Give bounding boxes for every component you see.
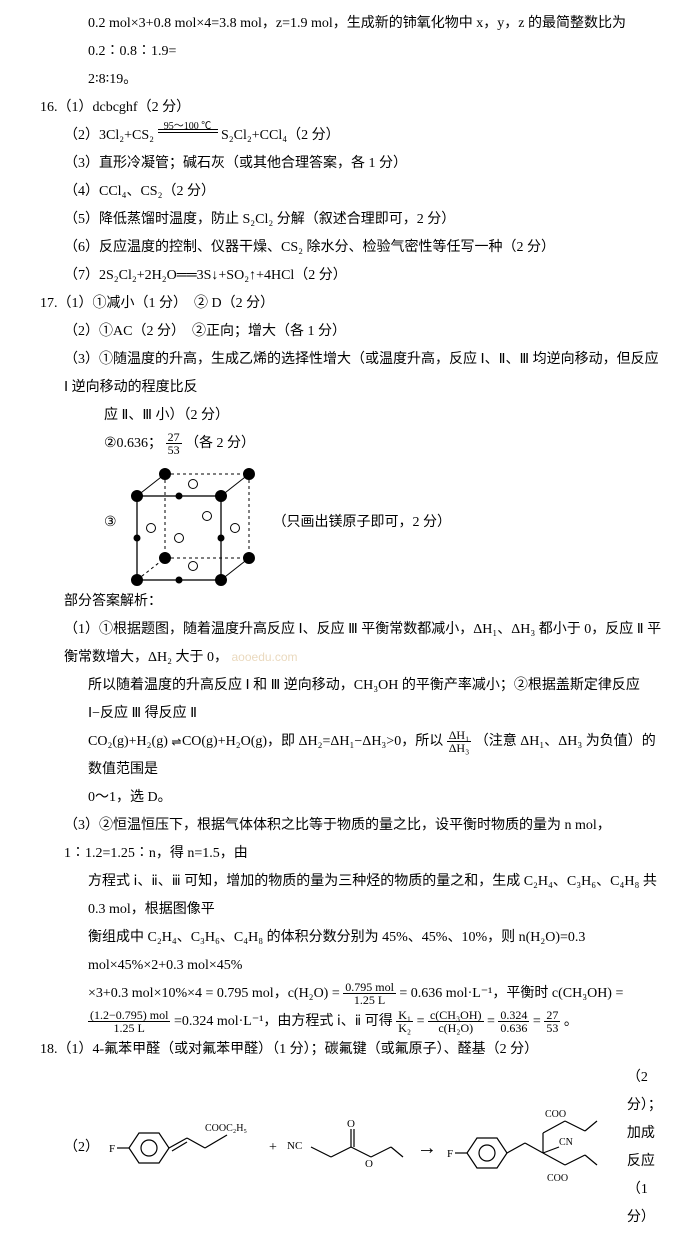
analysis-heading: 部分答案解析： xyxy=(40,588,664,616)
atom-label-O: O xyxy=(365,1158,373,1170)
q16-6: （6）反应温度的控制、仪器干燥、CS₂ 除水分、检验气密性等任写一种（2 分） xyxy=(40,234,664,262)
atom-label-COO: COO xyxy=(547,1173,568,1184)
text-run: = 0.636 mol·L⁻¹，平衡时 c(CH₃OH) = xyxy=(399,986,623,1001)
fraction: K₁ K₂ xyxy=(396,1009,413,1034)
q17-2: （2）①AC（2 分） ②正向；增大（各 1 分） xyxy=(40,318,664,346)
molecule-3: F CN COO COO xyxy=(447,1103,617,1193)
fraction: 27 53 xyxy=(544,1009,560,1034)
q17-3b: ②0.636； 27 53 （各 2 分） xyxy=(40,430,664,458)
atom-label-NC: NC xyxy=(287,1140,302,1152)
text-line: 0.2 mol×3+0.8 mol×4=3.8 mol，z=1.9 mol，生成… xyxy=(40,10,664,66)
text-run: CO(g)+H₂O(g)，即 ΔH₂=ΔH₁−ΔH₃>0，所以 xyxy=(182,734,443,749)
rxn-note: （2 分）；加成反应（1 分） xyxy=(627,1064,664,1232)
q18-1: 18.（1）4-氟苯甲醛（或对氟苯甲醛）（1 分）；碳氟键（或氟原子）、醛基（2… xyxy=(40,1036,664,1064)
q18-2: （2） F COOC₂H₅ + xyxy=(40,1064,664,1232)
fraction: 0.795 mol 1.25 L xyxy=(343,981,396,1006)
an-1d: 0～1，选 D。 xyxy=(40,784,664,812)
text-run: CO₂(g)+H₂(g) xyxy=(88,734,168,749)
denominator: 53 xyxy=(544,1022,560,1034)
an-3a: （3）②恒温恒压下，根据气体体积之比等于物质的量之比，设平衡时物质的量为 n m… xyxy=(40,812,664,868)
an-1a: （1）①根据题图，随着温度升高反应 Ⅰ、反应 Ⅲ 平衡常数都减小，ΔH₁、ΔH₃… xyxy=(40,616,664,672)
label-3: ③ xyxy=(104,509,117,537)
cube-note: （只画出镁原子即可，2 分） xyxy=(273,509,452,537)
numerator: 27 xyxy=(544,1009,560,1022)
denominator: 0.636 xyxy=(498,1022,529,1034)
reaction-condition: 95～100 ℃ xyxy=(158,127,218,144)
plus-sign: + xyxy=(269,1134,277,1162)
an-3c: 衡组成中 C₂H₄、C₃H₆、C₄H₈ 的体积分数分别为 45%、45%、10%… xyxy=(40,924,664,980)
molecule-1: F COOC₂H₅ xyxy=(109,1113,259,1183)
text-run: （各 2 分） xyxy=(185,436,255,451)
fraction: (1.2−0.795) mol 1.25 L xyxy=(88,1009,170,1034)
text-run: （2）3Cl₂+CS₂ xyxy=(64,128,154,143)
condition-text: 95～100 ℃ xyxy=(158,117,218,137)
page: 0.2 mol×3+0.8 mol×4=3.8 mol，z=1.9 mol，生成… xyxy=(0,0,692,1252)
denominator: K₂ xyxy=(396,1022,413,1034)
fraction: 0.324 0.636 xyxy=(498,1009,529,1034)
q16-5: （5）降低蒸馏时温度，防止 S₂Cl₂ 分解（叙述合理即可，2 分） xyxy=(40,206,664,234)
an-1b: 所以随着温度的升高反应 Ⅰ 和 Ⅲ 逆向移动，CH₃OH 的平衡产率减小；②根据… xyxy=(40,672,664,728)
denominator: ΔH₃ xyxy=(447,742,472,754)
denominator: 1.25 L xyxy=(343,994,396,1006)
an-3e: (1.2−0.795) mol 1.25 L =0.324 mol·L⁻¹，由方… xyxy=(40,1008,664,1036)
cube-diagram xyxy=(125,458,265,588)
q16-7: （7）2S₂Cl₂+2H₂O══3S↓+SO₂↑+4HCl（2 分） xyxy=(40,262,664,290)
q17-3a2: 应 Ⅱ、Ⅲ 小）（2 分） xyxy=(40,402,664,430)
q16-1: 16.（1）dcbcghf（2 分） xyxy=(40,94,664,122)
label-2: （2） xyxy=(64,1134,99,1162)
watermark: aooedu.com xyxy=(232,650,298,664)
text-run: S₂Cl₂+CCl₄（2 分） xyxy=(221,128,340,143)
numerator: c(CH₃OH) xyxy=(428,1009,484,1022)
an-3d: ×3+0.3 mol×10%×4 = 0.795 mol，c(H₂O) = 0.… xyxy=(40,980,664,1008)
denominator: c(H₂O) xyxy=(428,1022,484,1034)
q16-3: （3）直形冷凝管；碱石灰（或其他合理答案，各 1 分） xyxy=(40,150,664,178)
text-run: ×3+0.3 mol×10%×4 = 0.795 mol，c(H₂O) = xyxy=(88,986,343,1001)
denominator: 53 xyxy=(166,444,182,456)
text-run: = xyxy=(417,1014,425,1029)
numerator: (1.2−0.795) mol xyxy=(88,1009,170,1022)
molecule-2: NC O O xyxy=(287,1113,407,1183)
an-3b: 方程式 ⅰ、ⅱ、ⅲ 可知，增加的物质的量为三种烃的物质的量之和，生成 C₂H₄、… xyxy=(40,868,664,924)
denominator: 1.25 L xyxy=(88,1022,170,1034)
equilibrium-arrow: ⇌ xyxy=(171,730,178,754)
text-run: =0.324 mol·L⁻¹，由方程式 ⅰ、ⅱ 可得 xyxy=(174,1014,393,1029)
text-run: = xyxy=(533,1014,541,1029)
q16-2: （2）3Cl₂+CS₂ 95～100 ℃ S₂Cl₂+CCl₄（2 分） xyxy=(40,122,664,150)
q17-3a: （3）①随温度的升高，生成乙烯的选择性增大（或温度升高，反应 Ⅰ、Ⅱ、Ⅲ 均逆向… xyxy=(40,346,664,402)
fraction: 27 53 xyxy=(166,431,182,456)
numerator: 0.324 xyxy=(498,1009,529,1022)
q16-4: （4）CCl₄、CS₂（2 分） xyxy=(40,178,664,206)
atom-label-O: O xyxy=(347,1118,355,1130)
text-run: = xyxy=(487,1014,495,1029)
atom-label-F: F xyxy=(447,1148,453,1160)
text-run: 。 xyxy=(564,1014,578,1029)
atom-label-CN: CN xyxy=(559,1137,573,1148)
text-run: ②0.636； xyxy=(104,436,162,451)
fraction: c(CH₃OH) c(H₂O) xyxy=(428,1009,484,1034)
text-run: （1）①根据题图，随着温度升高反应 Ⅰ、反应 Ⅲ 平衡常数都减小，ΔH₁、ΔH₃… xyxy=(64,622,661,665)
numerator: K₁ xyxy=(396,1009,413,1022)
atom-label-COOC2H5: COOC₂H₅ xyxy=(205,1123,247,1134)
q17-3c: ③ xyxy=(40,458,664,588)
an-1c: CO₂(g)+H₂(g) ⇌ CO(g)+H₂O(g)，即 ΔH₂=ΔH₁−ΔH… xyxy=(40,728,664,784)
q17-1: 17.（1）①减小（1 分） ② D（2 分） xyxy=(40,290,664,318)
atom-label-F: F xyxy=(109,1143,115,1155)
fraction: ΔH₁ ΔH₃ xyxy=(447,729,472,754)
text-line: 2∶8∶19。 xyxy=(40,66,664,94)
reaction-arrow: → xyxy=(417,1128,437,1168)
atom-label-COO: COO xyxy=(545,1109,566,1120)
